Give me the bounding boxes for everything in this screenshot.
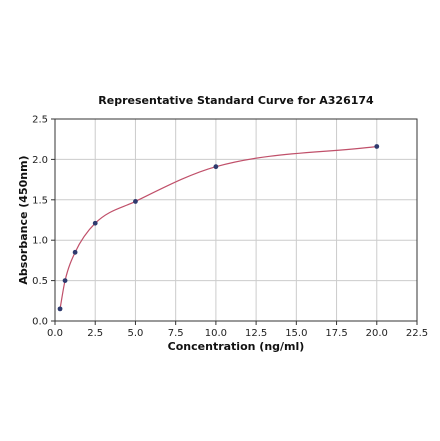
y-axis-label: Absorbance (450nm)	[17, 155, 30, 284]
y-tick-label: 1.5	[32, 195, 48, 206]
y-tick-label: 1.0	[32, 236, 48, 247]
x-tick-label: 20.0	[366, 328, 388, 339]
x-tick-label: 2.5	[87, 328, 103, 339]
data-points	[57, 144, 380, 312]
fit-curve	[59, 145, 377, 309]
chart-title: Representative Standard Curve for A32617…	[98, 94, 374, 107]
y-tick-label: 2.0	[32, 155, 48, 166]
data-point	[72, 249, 78, 255]
y-tick-label: 0.0	[32, 317, 48, 328]
x-axis-label: Concentration (ng/ml)	[168, 340, 305, 353]
x-tick-label: 0.0	[47, 328, 63, 339]
x-tick-label: 7.5	[168, 328, 184, 339]
x-tick-label: 5.0	[127, 328, 143, 339]
x-tick-label: 15.0	[285, 328, 307, 339]
data-point	[57, 306, 63, 312]
x-tick-label: 22.5	[406, 328, 428, 339]
y-tick-label: 0.5	[32, 276, 48, 287]
data-point	[133, 199, 138, 204]
data-point	[92, 220, 98, 226]
x-tick-label: 17.5	[325, 328, 347, 339]
x-tick-label: 10.0	[205, 328, 227, 339]
y-tick-label: 2.5	[32, 115, 48, 126]
x-tick-label: 12.5	[245, 328, 267, 339]
data-point	[62, 278, 68, 283]
axis-ticks: 0.0 2.5 5.0 7.5 10.0 12.5 15.0 17.5 20.0 22.5 0.0 0…	[32, 115, 428, 340]
plot-area	[54, 118, 418, 322]
grid-lines	[54, 118, 418, 322]
data-point	[213, 164, 219, 170]
data-point	[374, 144, 380, 149]
